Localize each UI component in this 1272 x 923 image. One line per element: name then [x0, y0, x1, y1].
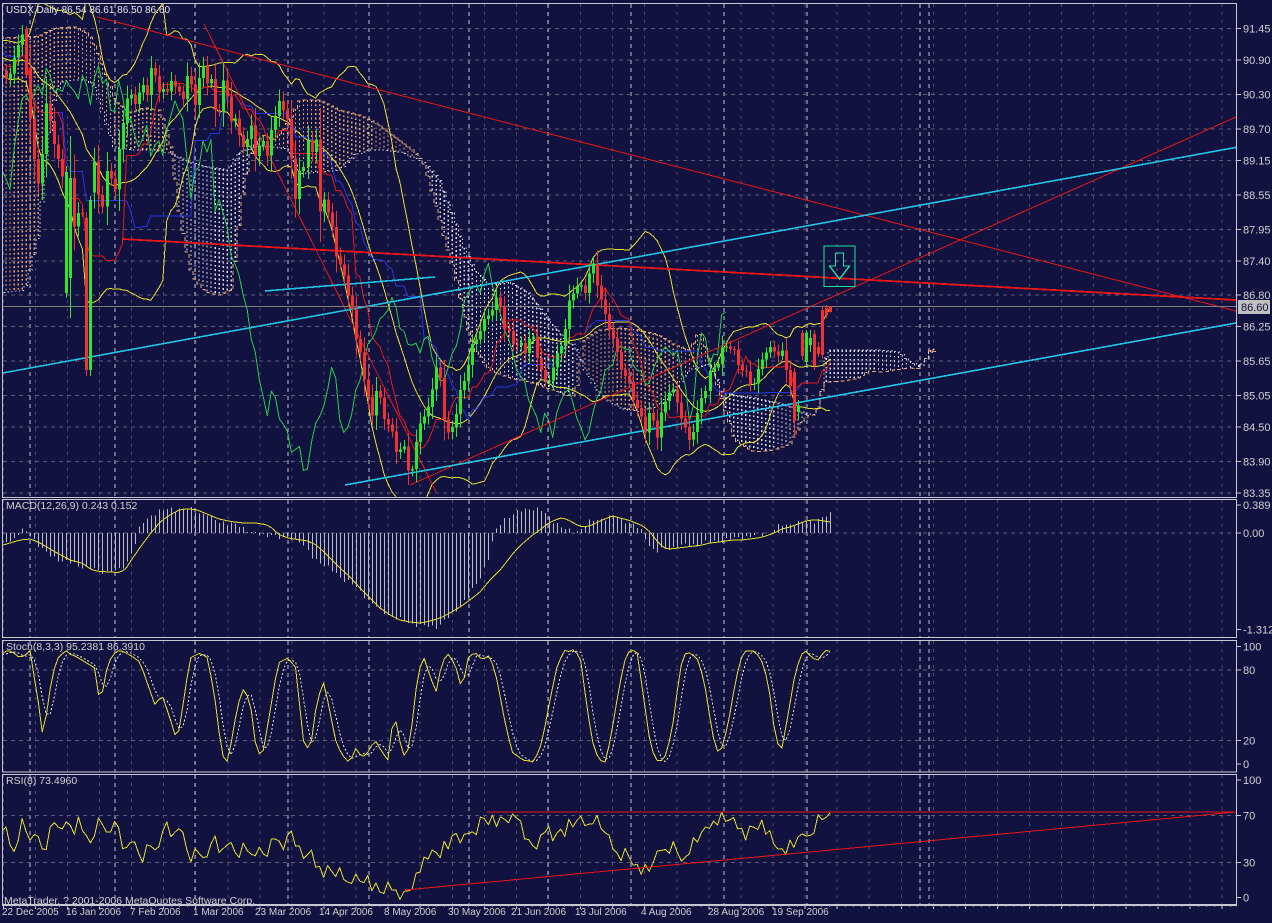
- svg-text:86.60: 86.60: [1241, 302, 1269, 314]
- svg-text:86.80: 86.80: [1243, 290, 1271, 302]
- svg-text:-1.312: -1.312: [1243, 625, 1272, 637]
- svg-text:84.50: 84.50: [1243, 422, 1271, 434]
- svg-text:MACD(12,26,9) 0.243 0.152: MACD(12,26,9) 0.243 0.152: [6, 500, 137, 512]
- svg-text:7 Feb 2006: 7 Feb 2006: [130, 907, 181, 918]
- svg-text:22 Dec 2005: 22 Dec 2005: [2, 907, 59, 918]
- svg-text:23 Mar 2006: 23 Mar 2006: [255, 907, 312, 918]
- svg-text:MetaTrader, ? 2001-2006 MetaQu: MetaTrader, ? 2001-2006 MetaQuotes Softw…: [4, 895, 255, 907]
- svg-text:USDX,Daily 86.54 86.61 86.50: USDX,Daily 86.54 86.61 86.50 86.60: [6, 5, 170, 16]
- svg-text:21 Jun 2006: 21 Jun 2006: [511, 907, 566, 918]
- svg-text:8 May 2006: 8 May 2006: [384, 907, 437, 918]
- svg-text:0: 0: [1243, 759, 1249, 771]
- svg-text:88.55: 88.55: [1243, 190, 1271, 202]
- svg-text:0.00: 0.00: [1243, 528, 1264, 540]
- svg-text:0: 0: [1243, 893, 1249, 905]
- svg-text:RSI(8) 73.4960: RSI(8) 73.4960: [6, 775, 77, 787]
- svg-text:100: 100: [1243, 775, 1261, 787]
- svg-text:13 Jul 2006: 13 Jul 2006: [575, 907, 627, 918]
- svg-text:19 Sep 2006: 19 Sep 2006: [772, 907, 829, 918]
- svg-text:86.25: 86.25: [1243, 322, 1271, 334]
- svg-text:Stoch(8,3,3) 95.2381 86.3910: Stoch(8,3,3) 95.2381 86.3910: [6, 641, 145, 653]
- svg-text:91.45: 91.45: [1243, 24, 1271, 36]
- svg-text:83.35: 83.35: [1243, 488, 1271, 500]
- svg-text:20: 20: [1243, 735, 1255, 747]
- svg-text:89.70: 89.70: [1243, 124, 1271, 136]
- svg-text:100: 100: [1243, 641, 1261, 653]
- svg-text:90.90: 90.90: [1243, 55, 1271, 67]
- svg-text:0.389: 0.389: [1243, 500, 1271, 512]
- svg-text:87.95: 87.95: [1243, 224, 1271, 236]
- svg-text:1 Mar 2006: 1 Mar 2006: [193, 907, 244, 918]
- svg-text:89.15: 89.15: [1243, 156, 1271, 168]
- svg-text:83.90: 83.90: [1243, 456, 1271, 468]
- svg-text:85.05: 85.05: [1243, 391, 1271, 403]
- svg-text:80: 80: [1243, 665, 1255, 677]
- svg-text:70: 70: [1243, 810, 1255, 822]
- svg-text:85.65: 85.65: [1243, 356, 1271, 368]
- svg-text:28 Aug 2006: 28 Aug 2006: [708, 907, 765, 918]
- svg-text:14 Apr 2006: 14 Apr 2006: [319, 907, 373, 918]
- svg-text:4 Aug 2006: 4 Aug 2006: [641, 907, 692, 918]
- svg-text:87.40: 87.40: [1243, 256, 1271, 268]
- svg-text:16 Jan 2006: 16 Jan 2006: [66, 907, 121, 918]
- svg-text:30 May 2006: 30 May 2006: [448, 907, 506, 918]
- svg-text:30: 30: [1243, 857, 1255, 869]
- svg-text:90.30: 90.30: [1243, 90, 1271, 102]
